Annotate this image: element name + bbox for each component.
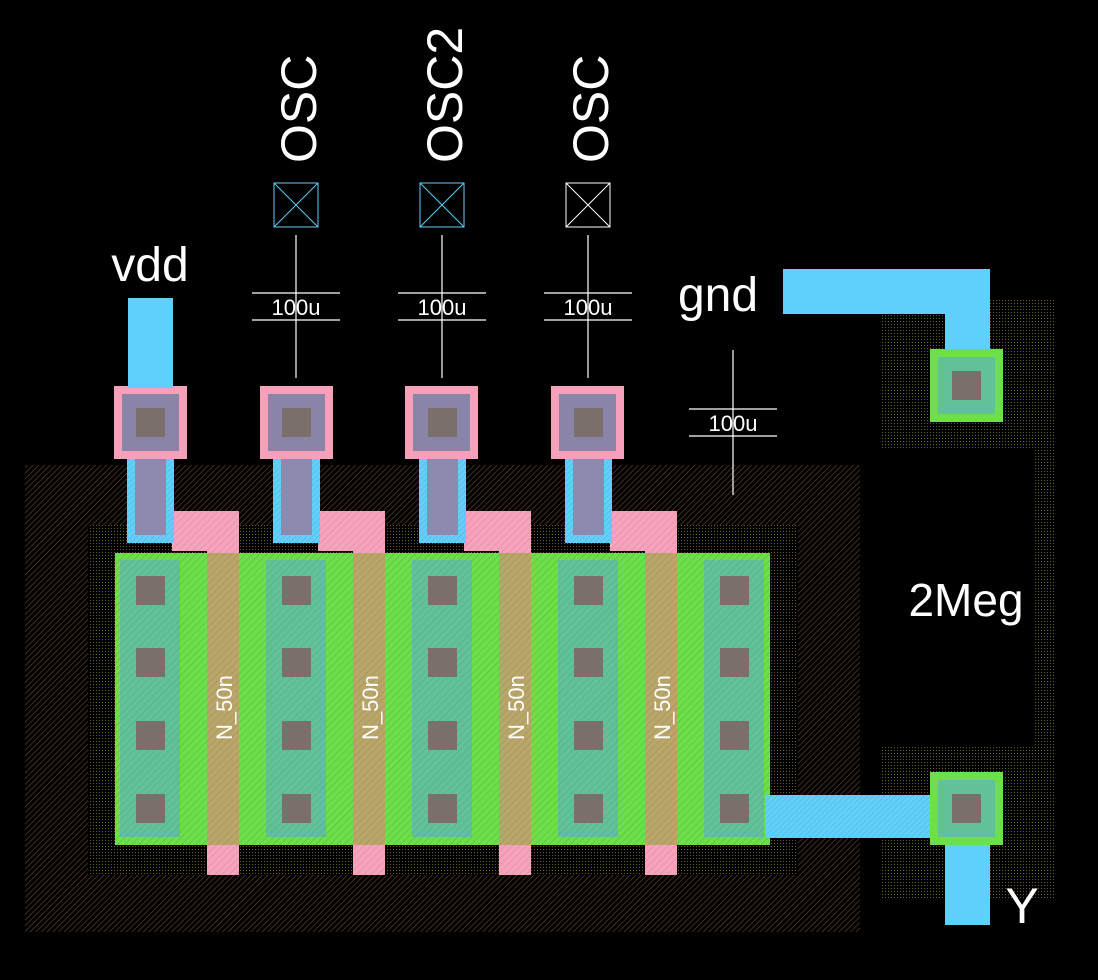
contact xyxy=(428,721,457,750)
contact xyxy=(574,576,603,605)
resistor-top-via xyxy=(952,371,981,400)
strap-inner xyxy=(573,455,604,535)
strap-inner xyxy=(281,455,312,535)
port-label: OSC2 xyxy=(417,27,473,163)
poly-gates xyxy=(172,511,677,875)
contact xyxy=(574,721,603,750)
vdd-label: vdd xyxy=(111,239,188,292)
dim-label: 100u xyxy=(564,295,613,320)
strap-inner xyxy=(135,455,166,535)
contact xyxy=(136,648,165,677)
contact xyxy=(428,576,457,605)
gate-channel xyxy=(353,553,385,845)
contact xyxy=(720,648,749,677)
gate-top xyxy=(645,511,677,553)
contact xyxy=(282,648,311,677)
contact xyxy=(428,794,457,823)
contact xyxy=(428,648,457,677)
sd-column xyxy=(558,560,618,837)
contact xyxy=(574,648,603,677)
contact xyxy=(136,721,165,750)
gate-bottom xyxy=(353,845,385,875)
contact xyxy=(282,794,311,823)
resistor-bottom-via xyxy=(952,794,981,823)
sd-column xyxy=(412,560,472,837)
port-label: OSC xyxy=(563,55,619,163)
contact xyxy=(720,576,749,605)
gate-top xyxy=(353,511,385,553)
via-contact xyxy=(428,408,457,437)
gate-channel xyxy=(499,553,531,845)
diffusion-contacts xyxy=(136,576,749,823)
contact xyxy=(282,721,311,750)
dim-label: 100u xyxy=(709,411,758,436)
contact xyxy=(136,794,165,823)
vdd-wire xyxy=(128,298,173,388)
transistor-label: N_50n xyxy=(650,675,675,740)
via-contact xyxy=(574,408,603,437)
gate-bottom xyxy=(499,845,531,875)
gate-channel xyxy=(207,553,239,845)
gate-bottom xyxy=(645,845,677,875)
via-contact xyxy=(282,408,311,437)
output-wire xyxy=(765,795,945,838)
gate-bottom xyxy=(207,845,239,875)
resistor-label: 2Meg xyxy=(908,574,1023,626)
port-box-icon xyxy=(565,182,611,228)
gnd-label: gnd xyxy=(678,269,758,322)
contact xyxy=(574,794,603,823)
port-box-icon xyxy=(419,182,465,228)
dimension-markers xyxy=(252,235,777,495)
pad-vias xyxy=(114,386,624,459)
sd-column xyxy=(120,560,180,837)
contact xyxy=(720,721,749,750)
transistor-label: N_50n xyxy=(358,675,383,740)
via-contact xyxy=(136,408,165,437)
metal-straps xyxy=(127,455,612,543)
sd-column xyxy=(704,560,764,837)
port-box-icon xyxy=(273,182,319,228)
port-symbols xyxy=(273,182,611,228)
sd-column xyxy=(266,560,326,837)
resistor-body xyxy=(882,450,1034,745)
contact xyxy=(720,794,749,823)
contact xyxy=(282,576,311,605)
sd-columns xyxy=(120,560,764,837)
port-label: OSC xyxy=(271,55,327,163)
output-label: Y xyxy=(1005,878,1038,934)
transistor-label: N_50n xyxy=(212,675,237,740)
transistor-label: N_50n xyxy=(504,675,529,740)
dim-label: 100u xyxy=(272,295,321,320)
strap-inner xyxy=(427,455,458,535)
contact xyxy=(136,576,165,605)
gate-channel xyxy=(645,553,677,845)
gate-top xyxy=(207,511,239,553)
dim-label: 100u xyxy=(418,295,467,320)
gate-top xyxy=(499,511,531,553)
